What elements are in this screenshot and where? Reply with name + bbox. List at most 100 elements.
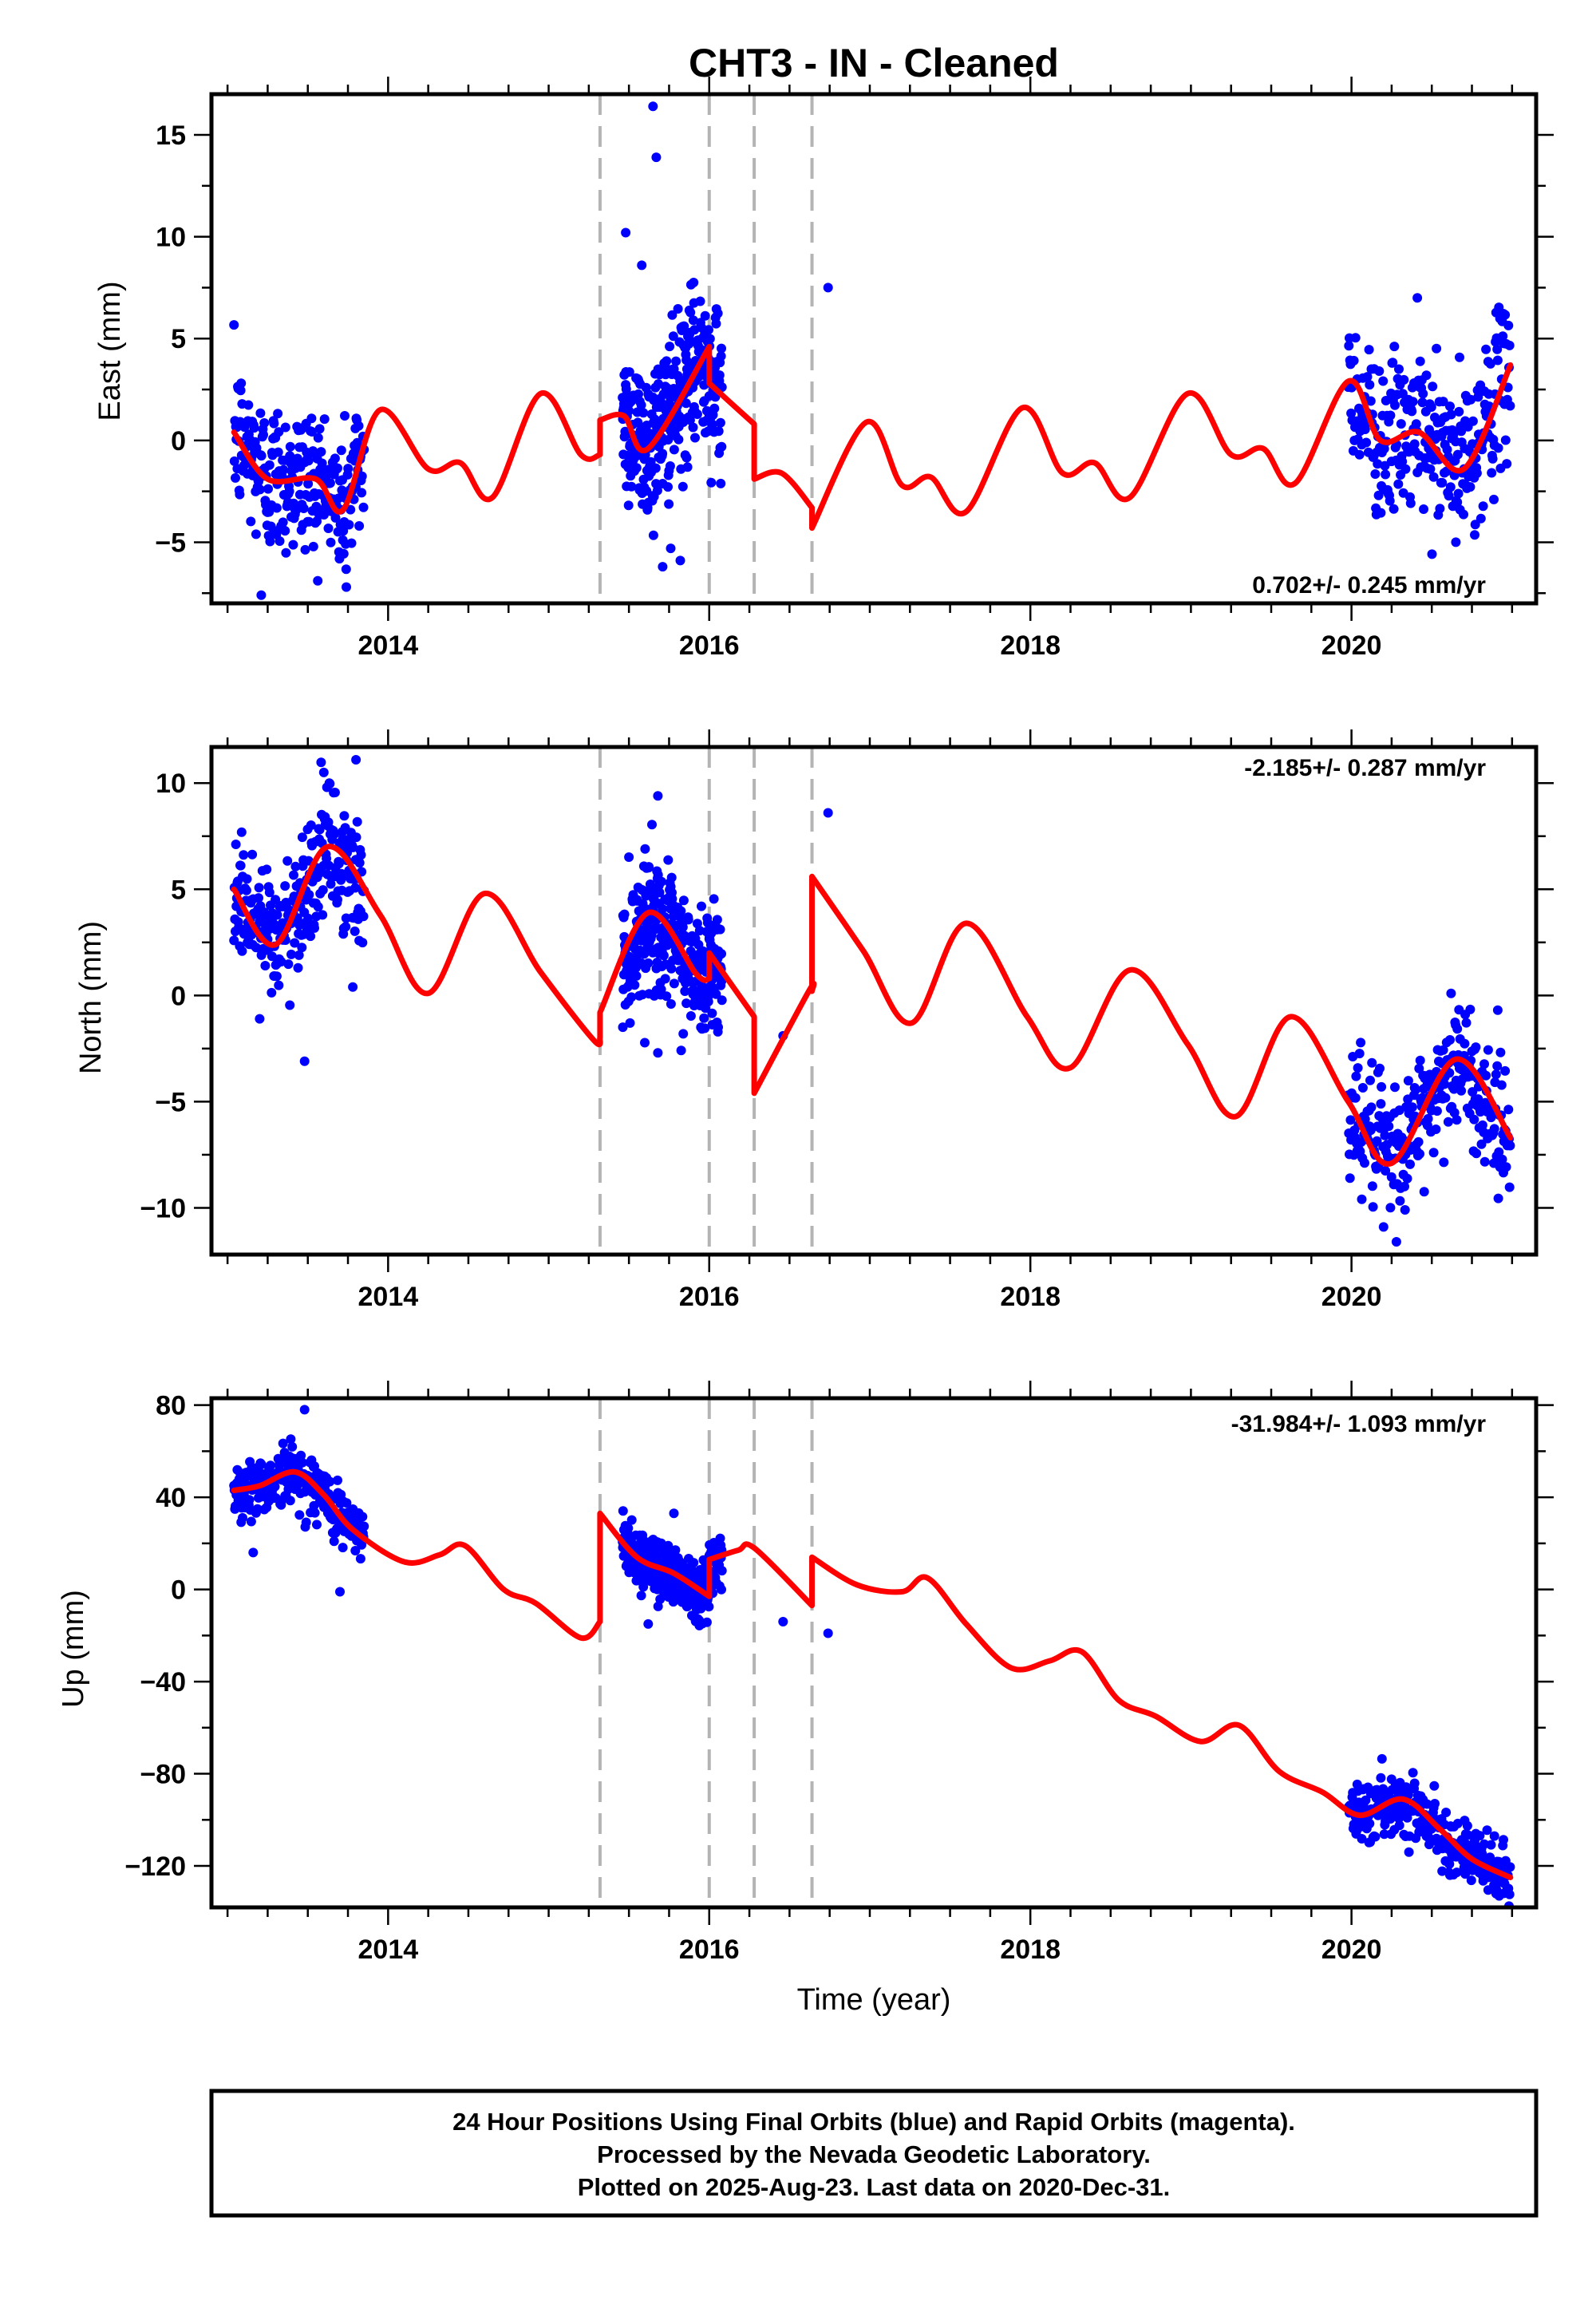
data-point xyxy=(290,861,301,871)
data-point xyxy=(236,378,247,389)
data-point xyxy=(618,1022,628,1033)
data-point xyxy=(259,429,268,440)
data-point xyxy=(636,400,646,410)
data-point xyxy=(283,1484,294,1494)
data-point xyxy=(662,356,672,366)
data-point xyxy=(293,962,303,973)
data-point xyxy=(1357,1194,1367,1204)
data-point xyxy=(255,484,265,495)
data-point xyxy=(329,1536,339,1547)
data-point xyxy=(666,963,677,974)
data-point xyxy=(666,543,676,554)
data-point xyxy=(300,544,310,555)
data-point xyxy=(325,1476,335,1487)
x-tick-label: 2016 xyxy=(679,1935,740,1965)
data-point xyxy=(1460,1038,1470,1049)
data-point xyxy=(1446,988,1456,998)
data-point xyxy=(666,999,676,1009)
data-point xyxy=(1370,1832,1381,1842)
data-point xyxy=(259,418,270,428)
x-tick-label: 2016 xyxy=(679,630,740,661)
data-point xyxy=(675,555,685,566)
y-tick-label: 0 xyxy=(171,1575,186,1606)
data-point xyxy=(308,446,318,456)
north-axis-label: North (mm) xyxy=(74,921,108,1074)
north-step-lines xyxy=(598,747,814,1255)
data-point xyxy=(1397,456,1408,467)
y-tick-label: 80 xyxy=(156,1391,186,1421)
data-point xyxy=(656,984,666,994)
data-point xyxy=(715,1533,725,1543)
data-point xyxy=(319,510,329,520)
data-point xyxy=(297,943,307,953)
data-point xyxy=(682,462,693,472)
data-point xyxy=(1504,340,1515,350)
data-point xyxy=(244,1495,255,1505)
data-point xyxy=(248,1547,259,1558)
data-point xyxy=(1426,402,1436,412)
data-point xyxy=(286,1434,296,1445)
data-point xyxy=(1389,342,1400,352)
data-point xyxy=(264,460,275,470)
data-point xyxy=(333,463,342,473)
data-point xyxy=(1432,1106,1442,1117)
x-tick-label: 2014 xyxy=(358,630,419,661)
data-point xyxy=(1477,1120,1487,1130)
data-point xyxy=(326,537,336,547)
data-point xyxy=(676,906,686,916)
data-point xyxy=(246,1516,256,1527)
data-point xyxy=(1407,1102,1417,1113)
data-point xyxy=(685,415,695,425)
data-point xyxy=(239,850,249,860)
data-point xyxy=(650,463,661,473)
data-point xyxy=(823,283,833,293)
data-point xyxy=(1504,1182,1515,1192)
data-point xyxy=(709,894,719,904)
data-point xyxy=(307,427,317,437)
data-point xyxy=(681,453,692,463)
data-point xyxy=(1466,394,1476,405)
data-point xyxy=(1476,513,1486,524)
data-point xyxy=(1357,1834,1367,1844)
data-point xyxy=(1345,1115,1356,1125)
data-point xyxy=(299,1056,310,1066)
data-point xyxy=(665,461,675,471)
data-point xyxy=(1403,1076,1413,1086)
data-point xyxy=(255,1014,265,1024)
data-point xyxy=(1485,358,1495,369)
data-point xyxy=(1493,1193,1503,1203)
data-point xyxy=(306,820,316,830)
data-point xyxy=(624,852,634,862)
data-point xyxy=(1452,497,1463,508)
data-point xyxy=(323,817,334,828)
data-point xyxy=(231,840,241,849)
data-point xyxy=(669,445,679,455)
data-point xyxy=(1438,1045,1448,1055)
data-point xyxy=(1357,1083,1368,1093)
data-point xyxy=(279,464,289,475)
data-point xyxy=(1381,1166,1391,1176)
data-point xyxy=(1428,472,1439,482)
data-point xyxy=(251,529,261,539)
plot-frame xyxy=(209,1396,1539,1910)
data-point xyxy=(1495,1047,1506,1057)
data-point xyxy=(713,1022,723,1033)
data-point xyxy=(658,449,668,459)
data-point xyxy=(339,811,350,821)
data-point xyxy=(663,482,673,492)
data-point xyxy=(357,1539,367,1550)
data-point xyxy=(1364,345,1374,355)
data-point xyxy=(651,152,662,163)
x-tick-label: 2014 xyxy=(358,1282,419,1312)
data-point xyxy=(1385,1203,1396,1213)
data-point xyxy=(1452,1024,1463,1034)
data-point xyxy=(1471,1042,1481,1053)
data-point xyxy=(668,331,678,342)
x-tick-label: 2018 xyxy=(1000,630,1061,661)
data-point xyxy=(1437,477,1448,488)
data-point xyxy=(1492,1061,1503,1071)
data-point xyxy=(717,1566,727,1576)
data-point xyxy=(235,489,245,500)
data-point xyxy=(658,951,669,961)
